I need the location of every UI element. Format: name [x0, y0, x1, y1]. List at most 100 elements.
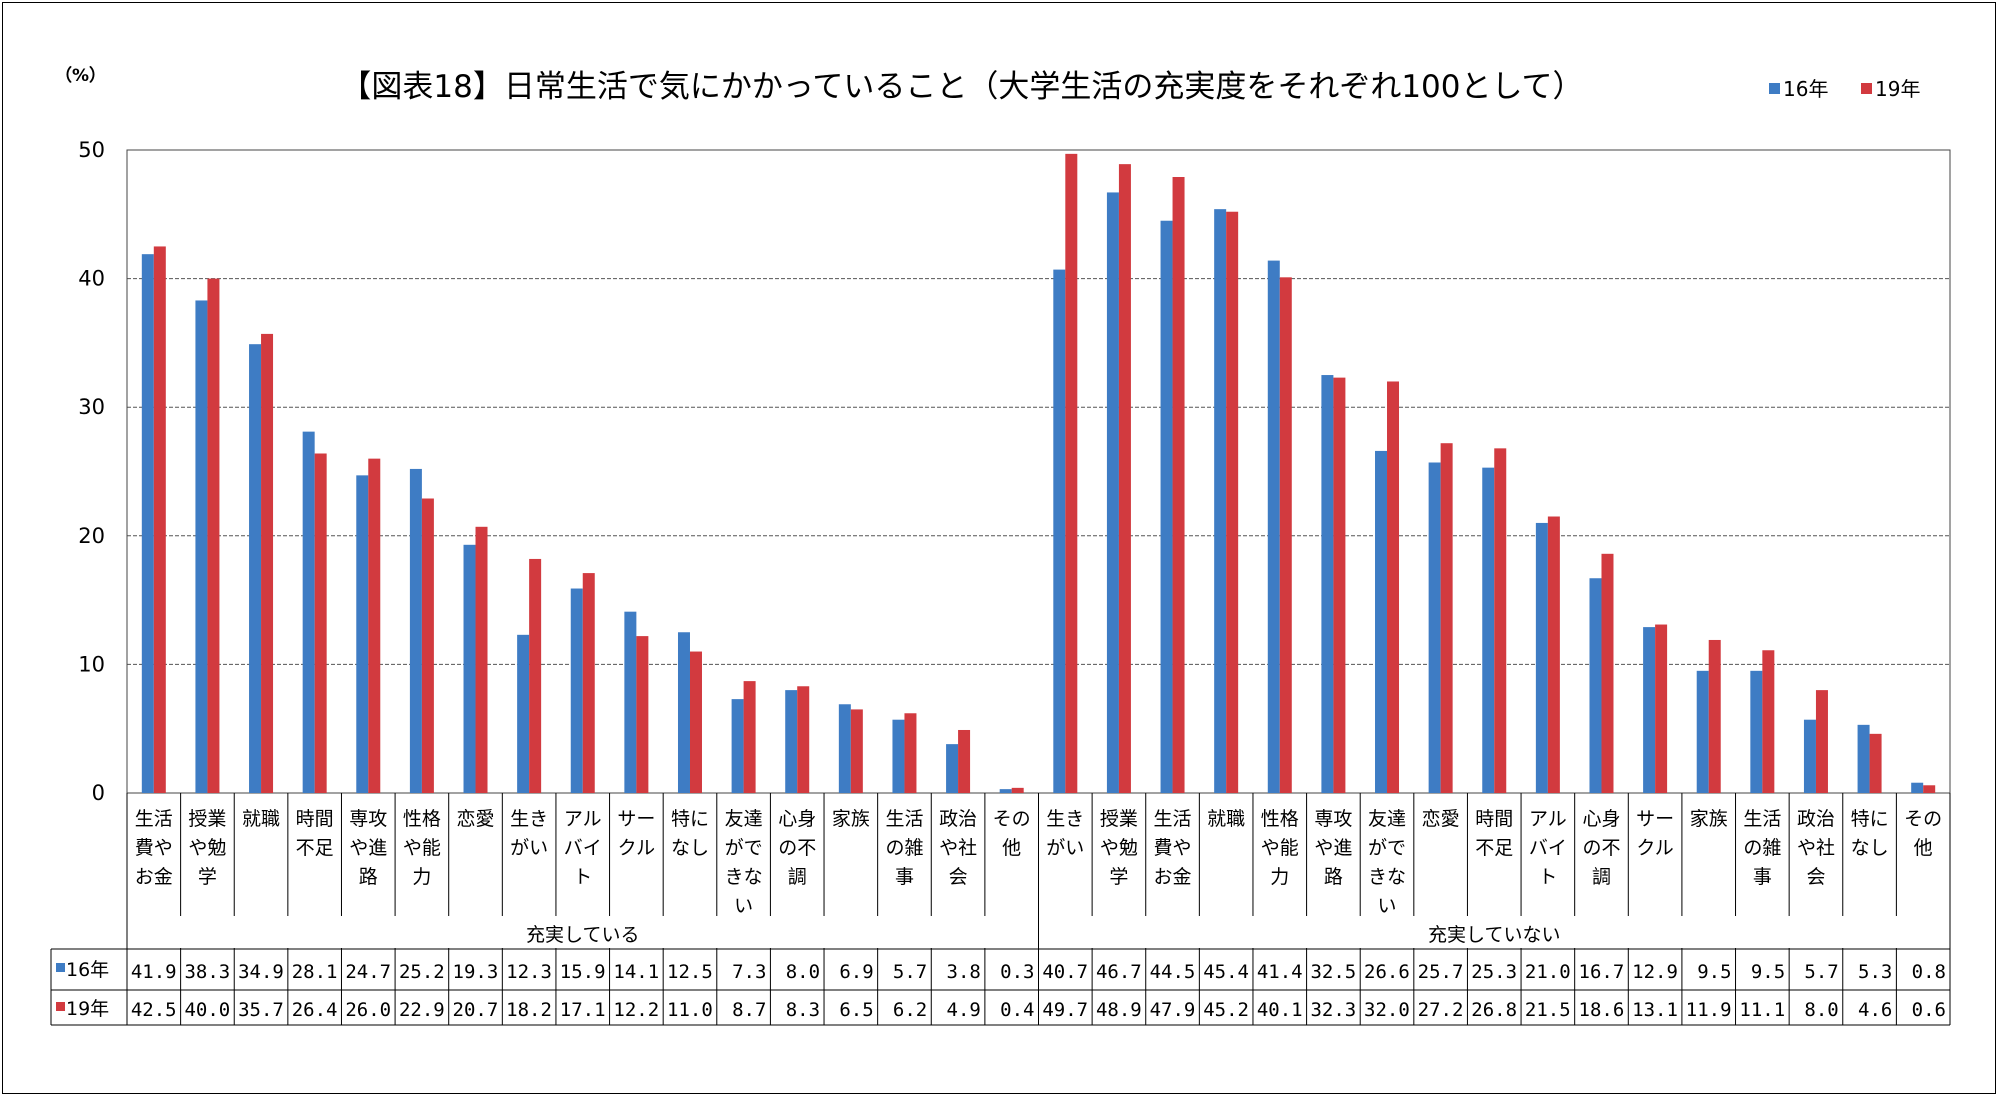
bar-19: [1923, 785, 1936, 793]
data-label-16: 0.3: [1000, 961, 1034, 983]
category-label: 家族: [1690, 808, 1728, 830]
group-label: 充実していない: [1428, 924, 1560, 946]
bar-16: [946, 744, 959, 793]
bar-19: [421, 498, 434, 793]
category-label: 時間: [296, 808, 334, 830]
category-label: 政治: [939, 808, 977, 830]
data-label-16: 32.5: [1310, 961, 1356, 983]
data-label-19: 45.2: [1203, 999, 1249, 1021]
bar-16: [1750, 670, 1763, 793]
bar-19: [1494, 448, 1507, 793]
bar-19: [153, 246, 166, 793]
data-label-19: 47.9: [1150, 999, 1196, 1021]
bar-16: [785, 690, 798, 793]
category-label: の不: [1582, 837, 1620, 859]
category-label: の不: [778, 837, 816, 859]
category-label: クル: [1636, 837, 1673, 859]
category-label: きな: [1368, 866, 1406, 888]
category-label: お金: [1154, 866, 1192, 888]
data-label-16: 40.7: [1042, 961, 1088, 983]
bar-16: [1267, 260, 1280, 793]
bar-19: [1547, 516, 1560, 793]
chart-title: 【図表18】日常生活で気にかかっていること（大学生活の充実度をそれぞれ100とし…: [340, 69, 1583, 105]
data-label-19: 40.1: [1257, 999, 1303, 1021]
category-label: の雑: [1743, 837, 1781, 859]
legend-label-16: 16年: [1783, 77, 1828, 101]
category-label: 生活: [1154, 808, 1192, 830]
data-label-16: 8.0: [786, 961, 820, 983]
bar-19: [1762, 650, 1775, 793]
category-label: 生き: [510, 808, 548, 830]
data-label-19: 8.0: [1804, 999, 1838, 1021]
category-label: その: [1904, 808, 1942, 830]
bar-16: [838, 704, 851, 793]
bar-16: [1643, 627, 1656, 793]
data-label-16: 15.9: [560, 961, 606, 983]
bar-16: [517, 634, 530, 793]
data-label-19: 6.5: [839, 999, 873, 1021]
category-label: 費や: [1154, 837, 1192, 859]
category-label: 会: [949, 866, 968, 888]
data-label-16: 26.6: [1364, 961, 1410, 983]
data-label-16: 0.8: [1912, 961, 1946, 983]
bar-19: [1118, 164, 1131, 793]
category-label: 生活: [135, 808, 173, 830]
data-label-16: 19.3: [453, 961, 499, 983]
bar-16: [1482, 467, 1495, 793]
category-label: ト: [1538, 866, 1557, 888]
data-label-19: 4.9: [947, 999, 981, 1021]
bar-19: [743, 681, 756, 793]
category-label: や進: [1314, 837, 1352, 859]
bar-19: [1815, 690, 1828, 793]
plot-area: [126, 149, 1951, 794]
category-label: や社: [939, 837, 977, 859]
category-label: 学: [1109, 866, 1128, 888]
data-label-19: 35.7: [238, 999, 284, 1021]
data-label-19: 8.7: [732, 999, 766, 1021]
category-label: 特に: [1851, 808, 1889, 830]
data-label-19: 26.0: [345, 999, 391, 1021]
bar-16: [1696, 670, 1709, 793]
bar-16: [731, 699, 744, 793]
category-label: なし: [671, 837, 709, 859]
category-label: ト: [573, 866, 592, 888]
y-unit-label: （%）: [55, 65, 106, 86]
category-label: 事: [1753, 866, 1772, 888]
data-label-19: 17.1: [560, 999, 606, 1021]
category-label: 恋愛: [457, 808, 495, 830]
data-label-16: 41.9: [131, 961, 177, 983]
category-label: 不足: [1475, 837, 1513, 859]
data-label-16: 25.7: [1418, 961, 1464, 983]
bar-16: [463, 544, 476, 793]
category-label: 就職: [1207, 808, 1245, 830]
y-tick-label: 0: [92, 781, 105, 805]
bar-19: [958, 729, 971, 793]
data-label-16: 9.5: [1751, 961, 1785, 983]
category-label: お金: [135, 866, 173, 888]
category-label: 生活: [1743, 808, 1781, 830]
category-label: がい: [1046, 837, 1084, 859]
bar-16: [1321, 375, 1334, 793]
bar-19: [1869, 733, 1882, 793]
data-label-19: 32.3: [1310, 999, 1356, 1021]
data-label-19: 18.2: [506, 999, 552, 1021]
data-label-16: 28.1: [292, 961, 338, 983]
legend-label-19: 19年: [1875, 77, 1920, 101]
category-label: い: [734, 895, 753, 917]
category-label: 調: [788, 866, 807, 888]
bar-16: [892, 719, 905, 793]
category-label: 学: [198, 866, 217, 888]
bar-16: [356, 475, 369, 793]
bar-19: [1011, 787, 1024, 793]
bar-19: [1279, 277, 1292, 794]
category-label: 恋愛: [1422, 808, 1460, 830]
category-label: 専攻: [1314, 808, 1352, 830]
bar-16: [1428, 462, 1441, 793]
category-label: 力: [1270, 866, 1289, 888]
category-label: 他: [1002, 837, 1021, 859]
bar-16: [1857, 724, 1870, 793]
category-label: サー: [617, 808, 655, 830]
category-label: や進: [349, 837, 387, 859]
data-label-16: 24.7: [345, 961, 391, 983]
